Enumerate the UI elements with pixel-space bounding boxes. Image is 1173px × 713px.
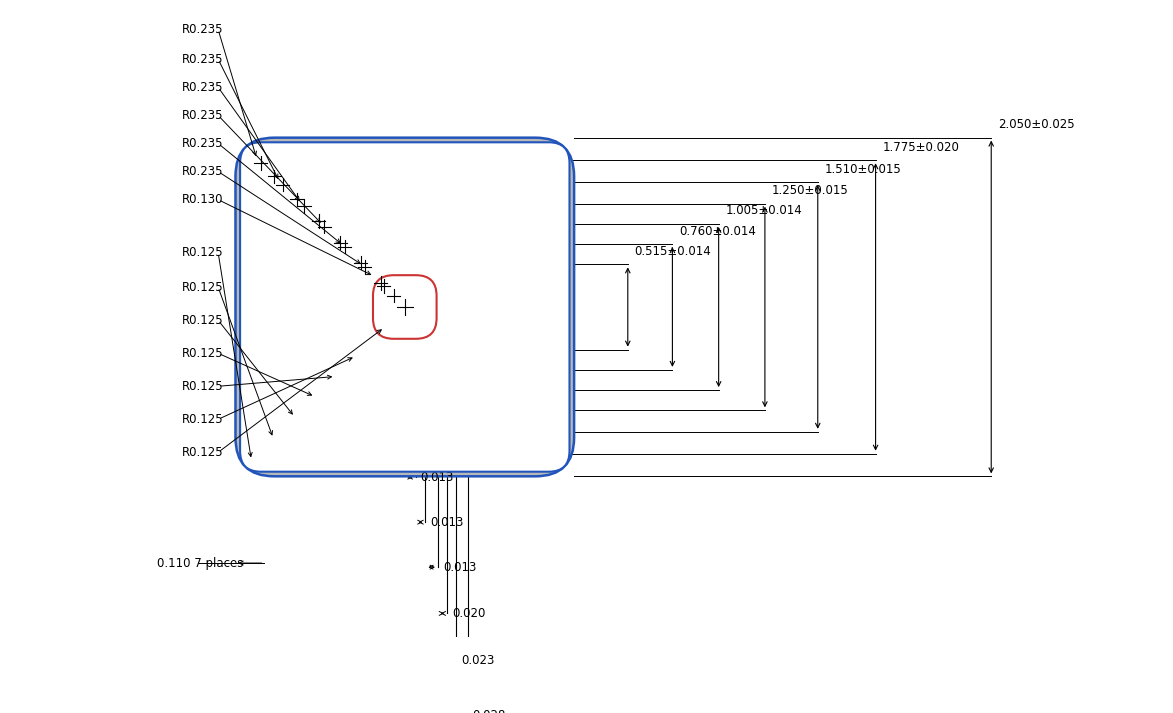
Text: R0.125: R0.125 [182,281,223,294]
Text: 0.110 7 places: 0.110 7 places [157,557,243,570]
Text: R0.125: R0.125 [182,413,223,426]
Text: R0.125: R0.125 [182,246,223,259]
Text: 0.023: 0.023 [461,654,494,667]
Text: R0.125: R0.125 [182,314,223,327]
Text: R0.235: R0.235 [182,53,223,66]
Text: R0.235: R0.235 [182,109,223,122]
FancyBboxPatch shape [304,206,506,408]
FancyBboxPatch shape [240,143,569,472]
FancyBboxPatch shape [373,275,436,339]
Text: R0.235: R0.235 [182,137,223,150]
Text: 0.020: 0.020 [452,607,486,620]
FancyBboxPatch shape [301,204,508,410]
Text: 0.013: 0.013 [442,560,476,574]
FancyBboxPatch shape [258,160,551,453]
Text: R0.125: R0.125 [182,380,223,393]
Text: R0.130: R0.130 [182,193,223,206]
Text: 0.515±0.014: 0.515±0.014 [635,245,711,258]
Text: R0.235: R0.235 [182,23,223,36]
Text: 1.775±0.020: 1.775±0.020 [882,140,960,154]
Text: 0.013: 0.013 [420,471,454,483]
FancyBboxPatch shape [321,224,488,390]
FancyBboxPatch shape [373,275,436,339]
Text: 1.005±0.014: 1.005±0.014 [725,205,802,217]
FancyBboxPatch shape [236,138,574,476]
Text: R0.125: R0.125 [182,347,223,360]
FancyBboxPatch shape [324,226,486,388]
FancyBboxPatch shape [343,245,468,370]
Text: 0.760±0.014: 0.760±0.014 [679,225,755,237]
Text: 2.050±0.025: 2.050±0.025 [998,118,1074,131]
FancyBboxPatch shape [344,247,466,368]
Text: R0.235: R0.235 [182,165,223,178]
FancyBboxPatch shape [362,265,447,349]
Text: R0.125: R0.125 [182,446,223,459]
FancyBboxPatch shape [262,164,548,450]
Text: 0.013: 0.013 [430,515,463,528]
Text: R0.235: R0.235 [182,81,223,94]
FancyBboxPatch shape [280,183,529,431]
Text: 1.510±0.015: 1.510±0.015 [825,163,901,175]
FancyBboxPatch shape [284,185,527,429]
Text: 1.250±0.015: 1.250±0.015 [772,184,848,197]
Text: 0.028: 0.028 [473,709,506,713]
